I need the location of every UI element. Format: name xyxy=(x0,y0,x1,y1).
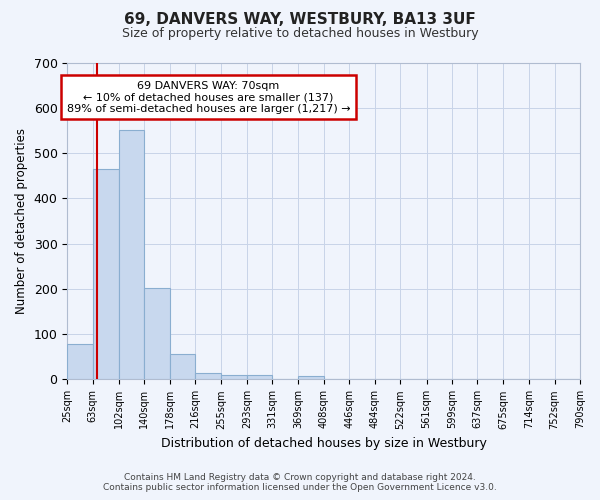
Y-axis label: Number of detached properties: Number of detached properties xyxy=(15,128,28,314)
Bar xyxy=(221,375,247,380)
X-axis label: Distribution of detached houses by size in Westbury: Distribution of detached houses by size … xyxy=(161,437,487,450)
Text: Size of property relative to detached houses in Westbury: Size of property relative to detached ho… xyxy=(122,28,478,40)
Bar xyxy=(145,288,170,380)
Text: 69, DANVERS WAY, WESTBURY, BA13 3UF: 69, DANVERS WAY, WESTBURY, BA13 3UF xyxy=(124,12,476,28)
Bar xyxy=(170,354,195,380)
Bar xyxy=(247,375,272,380)
Bar xyxy=(67,344,93,380)
Text: Contains HM Land Registry data © Crown copyright and database right 2024.
Contai: Contains HM Land Registry data © Crown c… xyxy=(103,473,497,492)
Bar xyxy=(93,169,119,380)
Bar xyxy=(119,130,145,380)
Bar xyxy=(298,376,324,380)
Text: 69 DANVERS WAY: 70sqm
← 10% of detached houses are smaller (137)
89% of semi-det: 69 DANVERS WAY: 70sqm ← 10% of detached … xyxy=(67,80,350,114)
Bar xyxy=(195,372,221,380)
